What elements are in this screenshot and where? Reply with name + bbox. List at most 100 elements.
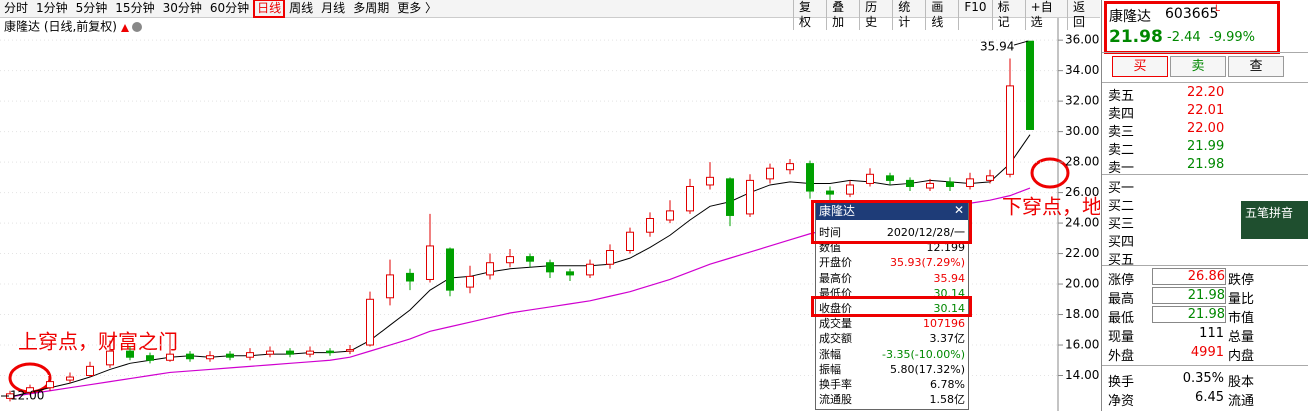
circle-mark	[1030, 157, 1070, 189]
max-pointer	[1013, 40, 1029, 46]
tool-button[interactable]: 叠加	[826, 0, 859, 30]
popup-label: 涨幅	[819, 347, 841, 361]
annotation: 上穿点，财富之门	[18, 330, 178, 354]
candle-body	[106, 350, 114, 366]
popup-value: 12.199	[926, 241, 966, 255]
price: 21.98	[1109, 27, 1163, 47]
stat-label: 最高	[1108, 292, 1135, 307]
period-tab[interactable]: 更多 〉	[397, 1, 438, 15]
close-button[interactable]: ✕	[953, 203, 964, 217]
stat-value: 6.45	[1195, 390, 1224, 405]
popup-value: 107196	[923, 317, 965, 331]
candle-body	[26, 387, 34, 393]
ask-label: 卖一	[1108, 161, 1135, 176]
popup-label: 流通股	[819, 393, 852, 407]
candle-body	[186, 353, 194, 360]
bid-label: 买三	[1108, 217, 1135, 232]
tool-button[interactable]: 历史	[859, 0, 892, 30]
stat-label: 内盘	[1228, 349, 1255, 364]
stock-name: 康隆达	[1109, 9, 1151, 25]
ask-price: 22.20	[1187, 85, 1225, 100]
popup-label: 收盘价	[819, 302, 852, 315]
sell-button[interactable]: 卖	[1170, 56, 1226, 77]
popup-value: 35.93(7.29%)	[889, 256, 965, 270]
tool-group: 复权 叠加 历史 统计 画线 F10 标记 +自选 返回	[793, 0, 1100, 30]
tool-button[interactable]: 统计	[892, 0, 925, 30]
candle-body	[746, 179, 754, 215]
change: -2.44	[1167, 30, 1201, 45]
stat-label: 量比	[1228, 292, 1255, 307]
query-button[interactable]: 查	[1228, 56, 1284, 77]
period-tab[interactable]: 5分钟	[75, 1, 108, 15]
candle-body	[946, 181, 954, 187]
flag: L	[1215, 4, 1221, 14]
max-label: 35.94	[980, 40, 1014, 54]
ask-label: 卖四	[1108, 107, 1135, 122]
popup-row: 成交额 3.37亿	[819, 331, 965, 346]
period-tab[interactable]: 1分钟	[36, 1, 68, 15]
input-box[interactable]: 五笔拼音	[1241, 201, 1308, 239]
highlight-box	[811, 200, 972, 244]
y-tick-label: 34.00	[1065, 63, 1099, 77]
stat-label: 现量	[1108, 330, 1135, 345]
candle-body	[586, 263, 594, 276]
candle-body	[226, 353, 234, 358]
candle-body	[686, 185, 694, 212]
period-tab[interactable]: 15分钟	[115, 1, 155, 15]
candle-body	[126, 350, 134, 358]
candle-body	[526, 256, 534, 262]
popup-value: 1.58亿	[929, 393, 966, 407]
stat-label: 跌停	[1228, 273, 1255, 288]
popup-value: 5.80(17.32%)	[889, 362, 965, 376]
period-tab[interactable]: 30分钟	[162, 1, 202, 15]
candle-body	[206, 355, 214, 360]
popup-value: 3.37亿	[929, 332, 966, 346]
period-tab[interactable]: 60分钟	[209, 1, 250, 15]
y-tick-label: 14.00	[1065, 368, 1099, 382]
y-tick-label: 16.00	[1065, 338, 1099, 352]
candle-body	[46, 381, 54, 389]
period-tab[interactable]: 多周期	[353, 1, 390, 15]
bid-label: 买五	[1108, 253, 1135, 268]
candle-body	[906, 179, 914, 187]
popup-value: 30.14	[933, 302, 966, 315]
candle-body	[266, 350, 274, 355]
candle-body	[566, 271, 574, 276]
stat-value: 21.98	[1152, 306, 1226, 323]
candle-body	[446, 248, 454, 291]
quote-panel: 康隆达 603665 L 21.98 -2.44 -9.99% 买 卖 查 五笔…	[1101, 0, 1308, 411]
period-tab[interactable]: 分时	[4, 1, 29, 15]
popup-label: 时间	[819, 226, 841, 239]
candle-body	[926, 182, 934, 189]
period-tab[interactable]: 月线	[321, 1, 346, 15]
candle-body	[606, 250, 614, 265]
highlight-box	[811, 296, 972, 317]
stat-label: 总量	[1228, 330, 1255, 345]
annotation: 下穿点，地狱之门	[1002, 195, 1100, 219]
tool-button[interactable]: F10	[958, 0, 991, 30]
tool-button[interactable]: 标记	[991, 0, 1025, 30]
popup-value: 6.78%	[930, 378, 965, 391]
bid-label: 买四	[1108, 235, 1135, 250]
popup-row: 开盘价 35.93(7.29%)	[819, 255, 965, 270]
popup-value: 35.94	[933, 271, 966, 285]
candle-body	[846, 184, 854, 195]
popup-row: 涨幅 -3.35(-10.00%)	[819, 347, 965, 362]
tool-button[interactable]: +自选	[1024, 0, 1067, 30]
buy-button[interactable]: 买	[1112, 56, 1168, 77]
stat-label: 最低	[1108, 311, 1135, 326]
popup-label: 成交量	[819, 317, 852, 331]
ask-price: 22.01	[1187, 103, 1225, 118]
tool-button[interactable]: 返回	[1066, 0, 1100, 30]
tool-button[interactable]: 复权	[793, 0, 826, 30]
ask-label: 卖三	[1108, 125, 1135, 140]
period-tab[interactable]: 日线	[253, 0, 286, 18]
stat-value: 26.86	[1152, 268, 1226, 285]
popup-label: 开盘价	[819, 256, 852, 270]
y-tick-label: 36.00	[1065, 33, 1099, 47]
tool-button[interactable]: 画线	[925, 0, 958, 30]
stat-label: 流通	[1228, 394, 1255, 409]
period-tab[interactable]: 周线	[289, 1, 314, 15]
candle-body	[966, 178, 974, 187]
